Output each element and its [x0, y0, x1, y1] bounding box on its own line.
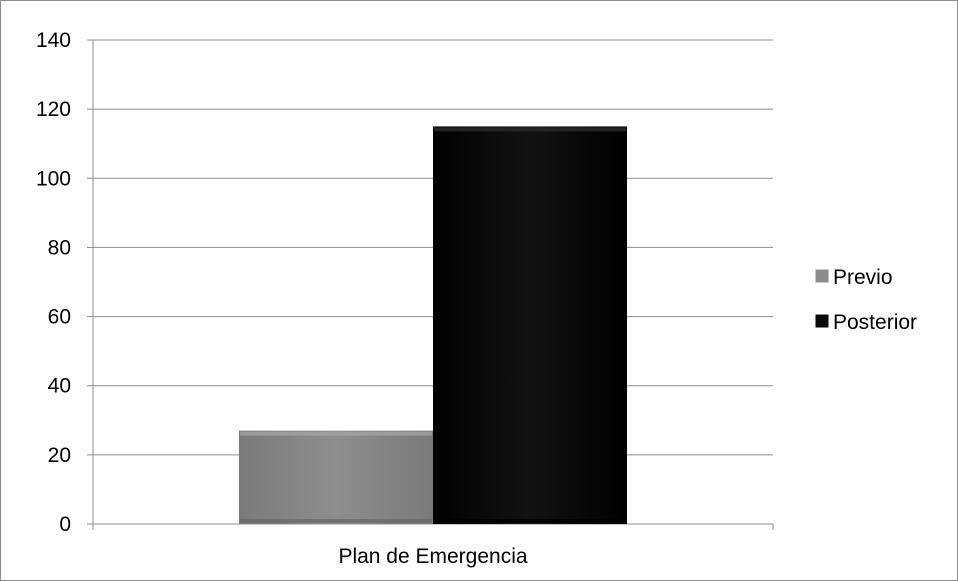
bar-bevel-bottom — [434, 519, 626, 523]
y-tick-label: 100 — [36, 167, 71, 190]
legend-label: Posterior — [833, 311, 917, 334]
y-tick-label: 60 — [48, 306, 71, 329]
legend-item-posterior: Posterior — [815, 311, 917, 334]
y-tick-label: 140 — [36, 29, 71, 52]
y-tick-label: 80 — [48, 236, 71, 259]
legend-label: Previo — [833, 266, 893, 289]
y-tick-label: 0 — [59, 513, 71, 536]
bar-previo — [239, 430, 433, 524]
legend: Previo Posterior — [815, 266, 917, 334]
bar-fill — [433, 126, 627, 524]
legend-item-previo: Previo — [815, 266, 893, 289]
bar-bevel-top — [240, 431, 432, 436]
y-tick-label: 120 — [36, 98, 71, 121]
legend-swatch — [815, 269, 829, 283]
y-tick-label: 20 — [48, 444, 71, 467]
legend-swatch — [815, 314, 829, 328]
bar-posterior — [433, 126, 627, 524]
bar-bevel-bottom — [240, 519, 432, 523]
bar-fill — [239, 430, 433, 524]
tick-labels: 0 20 40 60 80 100 120 140 Plan de Emergencia — [36, 29, 528, 568]
bars — [239, 126, 627, 524]
bar-bevel-top — [434, 127, 626, 132]
y-tick-label: 40 — [48, 375, 71, 398]
x-category-label: Plan de Emergencia — [338, 545, 527, 568]
